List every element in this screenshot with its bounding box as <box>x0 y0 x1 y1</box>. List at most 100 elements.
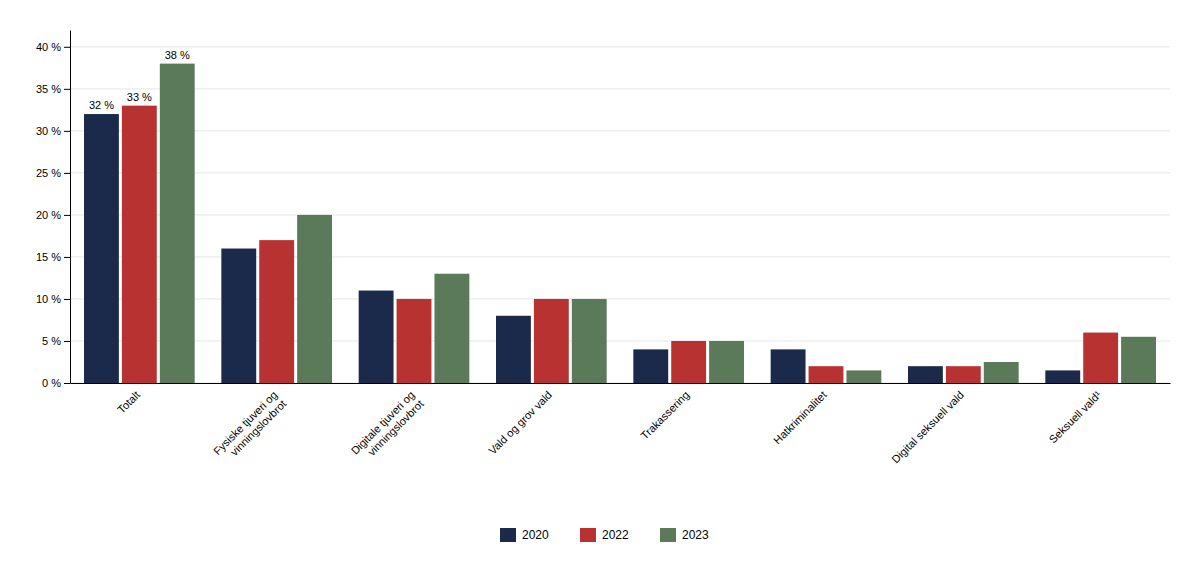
grid-line <box>70 214 1170 215</box>
bar <box>221 249 256 383</box>
x-tick-label: Hatkriminalitet <box>771 389 829 447</box>
y-axis-line <box>70 31 71 384</box>
legend-item: 2020 <box>500 528 549 542</box>
x-tick: Digitale tjuveri ogvinningslovbrot <box>349 389 426 466</box>
y-tick-mark <box>64 215 70 216</box>
x-tick-label-line: Seksuell vald¹ <box>1046 388 1103 445</box>
grid <box>70 47 1170 383</box>
y-tick-label: 15 % <box>36 251 61 263</box>
y-tick: 20 % <box>36 209 70 221</box>
value-labels: 32 % 33 % 38 % <box>89 49 190 111</box>
bar <box>359 291 394 383</box>
bar <box>633 349 668 383</box>
bar <box>771 349 806 383</box>
grid-line <box>70 46 1170 47</box>
x-tick: Trakassering <box>638 389 691 442</box>
x-tick-label: Totalt <box>115 389 142 416</box>
y-tick: 25 % <box>36 167 70 179</box>
x-tick-label: Vald og grov vald <box>486 389 554 457</box>
x-tick-label-line: vinningslovbrot <box>365 398 425 458</box>
bar <box>496 316 531 383</box>
grid-line <box>70 130 1170 131</box>
bar <box>984 362 1019 383</box>
bar <box>259 240 294 383</box>
y-tick-mark <box>64 89 70 90</box>
bars <box>84 64 1156 383</box>
y-tick-label: 10 % <box>36 293 61 305</box>
y-tick-label: 5 % <box>42 335 61 347</box>
bar <box>709 341 744 383</box>
grid-line <box>70 172 1170 173</box>
y-tick-label: 40 % <box>36 41 61 53</box>
x-tick-label: Trakassering <box>638 389 691 442</box>
bar <box>84 114 119 383</box>
y-tick: 0 % <box>42 377 70 389</box>
value-label: 38 % <box>165 49 190 61</box>
value-label: 32 % <box>89 99 114 111</box>
y-tick: 30 % <box>36 125 70 137</box>
x-tick-label-line: Digital seksuell vald <box>889 389 966 466</box>
x-tick-label-line: Hatkriminalitet <box>771 389 829 447</box>
y-tick: 5 % <box>42 335 70 347</box>
legend-label: 2022 <box>602 528 629 542</box>
y-tick-label: 30 % <box>36 125 61 137</box>
bar <box>160 64 195 383</box>
y-tick-label: 35 % <box>36 83 61 95</box>
plot: 0 % 5 % 10 % 15 % 20 % 25 % 30 % 35 % 40 % Totalt… <box>36 31 1171 467</box>
legend-swatch <box>660 528 676 542</box>
y-tick-label: 25 % <box>36 167 61 179</box>
x-tick: Seksuell vald¹ <box>1046 388 1103 445</box>
y-tick-mark <box>64 341 70 342</box>
y-tick-mark <box>64 299 70 300</box>
x-tick: Digital seksuell vald <box>889 389 966 466</box>
bar <box>946 366 981 383</box>
bar <box>908 366 943 383</box>
x-tick: Vald og grov vald <box>486 389 554 457</box>
x-axis: Totalt Fysiske tjuveri ogvinningslovbrot D… <box>71 384 1171 467</box>
bar <box>809 366 844 383</box>
legend-swatch <box>500 528 516 542</box>
bar <box>846 370 881 383</box>
x-tick-label-line: Trakassering <box>638 389 691 442</box>
legend: 2020 2022 2023 <box>500 528 709 542</box>
bar <box>397 299 432 383</box>
x-tick: Fysiske tjuveri ogvinningslovbrot <box>211 389 289 467</box>
x-tick-label: Seksuell vald¹ <box>1046 388 1103 445</box>
legend-label: 2020 <box>522 528 549 542</box>
bar <box>434 274 469 383</box>
bar-series <box>84 114 1080 383</box>
legend-label: 2023 <box>682 528 709 542</box>
y-tick-mark <box>64 131 70 132</box>
y-tick-mark <box>64 257 70 258</box>
x-tick: Totalt <box>115 389 142 416</box>
x-tick-label-line: Totalt <box>115 389 142 416</box>
bar-series <box>160 64 1156 383</box>
y-tick: 35 % <box>36 83 70 95</box>
y-tick: 15 % <box>36 251 70 263</box>
value-label: 33 % <box>127 91 152 103</box>
x-tick-label-line: Vald og grov vald <box>486 389 554 457</box>
y-tick-label: 0 % <box>42 377 61 389</box>
bar-series <box>122 106 1118 383</box>
x-tick: Hatkriminalitet <box>771 389 829 447</box>
y-tick-mark <box>64 383 70 384</box>
grid-line <box>70 88 1170 89</box>
x-tick-label: Fysiske tjuveri ogvinningslovbrot <box>211 389 289 467</box>
y-tick: 40 % <box>36 41 70 53</box>
bar <box>297 215 332 383</box>
legend-item: 2023 <box>660 528 709 542</box>
y-tick-label: 20 % <box>36 209 61 221</box>
bar <box>534 299 569 383</box>
bar <box>1083 333 1118 383</box>
bar <box>572 299 607 383</box>
legend-swatch <box>580 528 596 542</box>
y-tick: 10 % <box>36 293 70 305</box>
bar <box>1045 370 1080 383</box>
chart: 0 % 5 % 10 % 15 % 20 % 25 % 30 % 35 % 40 % Totalt… <box>0 0 1200 563</box>
x-tick-label-line: vinningslovbrot <box>228 398 288 458</box>
legend-item: 2022 <box>580 528 629 542</box>
y-axis: 0 % 5 % 10 % 15 % 20 % 25 % 30 % 35 % 40 % <box>36 31 71 390</box>
x-tick-label: Digitale tjuveri ogvinningslovbrot <box>349 389 426 466</box>
y-tick-mark <box>64 47 70 48</box>
x-tick-label: Digital seksuell vald <box>889 389 966 466</box>
